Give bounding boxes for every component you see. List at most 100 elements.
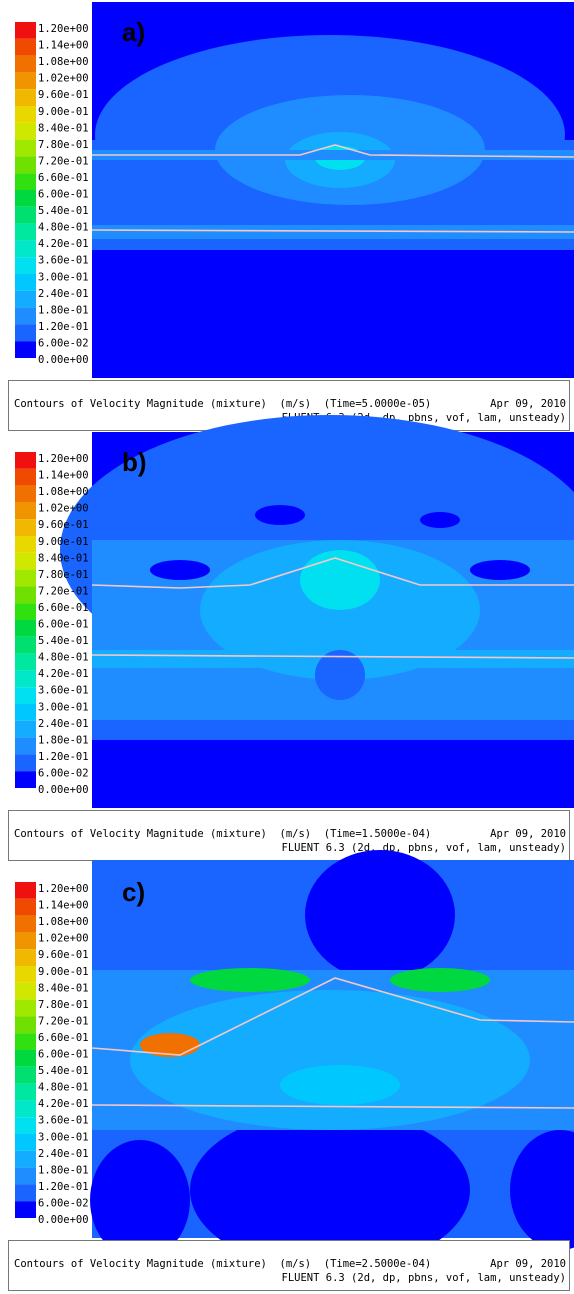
interface-line <box>91 977 574 1056</box>
interface-line <box>91 557 574 589</box>
caption-box <box>8 810 570 861</box>
colorbar-label: 3.00e-01 <box>38 701 89 713</box>
colorbar-label: 9.00e-01 <box>38 106 89 118</box>
colorbar-swatch <box>15 485 36 503</box>
colorbar-swatch <box>15 22 36 39</box>
colorbar-label: 1.02e+00 <box>38 73 89 85</box>
colorbar-swatch <box>15 173 36 190</box>
colorbar-label: 5.40e-01 <box>38 205 89 217</box>
colorbar-swatch <box>15 536 36 553</box>
colorbar-swatch <box>15 1201 36 1218</box>
colorbar-label: 3.60e-01 <box>38 1115 89 1127</box>
caption-quantity: Contours of Velocity Magnitude (mixture)… <box>14 1258 431 1270</box>
contour-region <box>315 650 365 700</box>
colorbar-label: 7.20e-01 <box>38 1015 89 1027</box>
colorbar-label: 6.00e-02 <box>38 1197 89 1209</box>
colorbar-label: 2.40e-01 <box>38 288 89 300</box>
colorbar-label: 2.40e-01 <box>38 1148 89 1160</box>
contour-region <box>140 1033 200 1057</box>
colorbar-swatch <box>15 1184 36 1202</box>
colorbar-swatch <box>15 519 36 536</box>
colorbar-swatch <box>15 1083 36 1101</box>
colorbar-label: 9.00e-01 <box>38 966 89 978</box>
colorbar-swatch <box>15 586 36 604</box>
colorbar-label: 1.14e+00 <box>38 900 89 912</box>
colorbar-label: 6.00e-01 <box>38 189 89 201</box>
colorbar-label: 6.00e-01 <box>38 1049 89 1061</box>
colorbar-swatch <box>15 341 36 358</box>
contour-region <box>470 560 530 580</box>
interface-line <box>91 229 574 233</box>
colorbar-swatch <box>15 569 36 587</box>
colorbar-swatch <box>15 223 36 241</box>
colorbar-swatch <box>15 274 36 291</box>
contour-region <box>300 550 380 610</box>
caption-solver: FLUENT 6.3 (2d, dp, pbns, vof, lam, unst… <box>282 1272 566 1284</box>
colorbar-swatch <box>15 38 36 56</box>
colorbar-label: 1.20e-01 <box>38 1181 89 1193</box>
colorbar-label: 8.40e-01 <box>38 982 89 994</box>
colorbar-label: 8.40e-01 <box>38 552 89 564</box>
colorbar-swatch <box>15 754 36 772</box>
panel: 1.20e+00 1.14e+00 1.08e+00 1.02e+00 9.60e-01… <box>8 2 574 431</box>
colorbar-label: 3.60e-01 <box>38 255 89 267</box>
colorbar-label: 1.80e-01 <box>38 304 89 316</box>
colorbar-swatch <box>15 737 36 755</box>
contour-region <box>92 150 574 160</box>
colorbar-label: 4.80e-01 <box>38 1082 89 1094</box>
colorbar-swatch <box>15 982 36 1000</box>
colorbar-label: 7.20e-01 <box>38 155 89 167</box>
colorbar-swatch <box>15 949 36 966</box>
colorbar-label: 9.60e-01 <box>38 949 89 961</box>
colorbar-swatch <box>15 206 36 224</box>
colorbar-label: 8.40e-01 <box>38 122 89 134</box>
colorbar-label: 6.60e-01 <box>38 172 89 184</box>
interface-line <box>91 654 574 659</box>
interface-line <box>92 144 574 158</box>
colorbar-label: 7.80e-01 <box>38 139 89 151</box>
colorbar-swatch <box>15 687 36 704</box>
colorbar-swatch <box>15 452 36 469</box>
colorbar-swatch <box>15 257 36 274</box>
contour-region <box>280 1065 400 1105</box>
caption-date: Apr 09, 2010 <box>490 398 566 410</box>
colorbar-label: 7.20e-01 <box>38 585 89 597</box>
caption-date: Apr 09, 2010 <box>490 1258 566 1270</box>
colorbar-label: 3.60e-01 <box>38 685 89 697</box>
colorbar-label: 1.08e+00 <box>38 56 89 68</box>
contour-region <box>190 968 310 992</box>
panel-label: b) <box>122 447 147 477</box>
colorbar-swatch <box>15 653 36 671</box>
colorbar-label: 4.80e-01 <box>38 222 89 234</box>
colorbar-label: 1.80e-01 <box>38 1164 89 1176</box>
colorbar-label: 2.40e-01 <box>38 718 89 730</box>
colorbar-label: 6.60e-01 <box>38 1032 89 1044</box>
colorbar-swatch <box>15 122 36 140</box>
colorbar-swatch <box>15 55 36 73</box>
caption-solver: FLUENT 6.3 (2d, dp, pbns, vof, lam, unst… <box>282 842 566 854</box>
caption-box <box>8 1240 570 1291</box>
colorbar-swatch <box>15 1050 36 1067</box>
contour-region <box>420 512 460 528</box>
colorbar-label: 9.60e-01 <box>38 519 89 531</box>
colorbar-label: 6.60e-01 <box>38 602 89 614</box>
colorbar-label: 1.80e-01 <box>38 734 89 746</box>
colorbar-swatch <box>15 1016 36 1034</box>
colorbar-swatch <box>15 1066 36 1084</box>
colorbar-label: 5.40e-01 <box>38 635 89 647</box>
contour-region <box>305 850 455 980</box>
contour-region <box>92 225 574 239</box>
colorbar-swatch <box>15 468 36 486</box>
colorbar-label: 7.80e-01 <box>38 569 89 581</box>
colorbar-swatch <box>15 670 36 688</box>
colorbar-swatch <box>15 139 36 157</box>
colorbar-swatch <box>15 89 36 106</box>
colorbar-swatch <box>15 932 36 950</box>
colorbar-label: 3.00e-01 <box>38 271 89 283</box>
colorbar-label: 7.80e-01 <box>38 999 89 1011</box>
colorbar-swatch <box>15 1134 36 1151</box>
panel: 1.20e+00 1.14e+00 1.08e+00 1.02e+00 9.60e-01… <box>8 415 574 861</box>
colorbar-label: 4.20e-01 <box>38 1098 89 1110</box>
colorbar-label: 4.80e-01 <box>38 652 89 664</box>
